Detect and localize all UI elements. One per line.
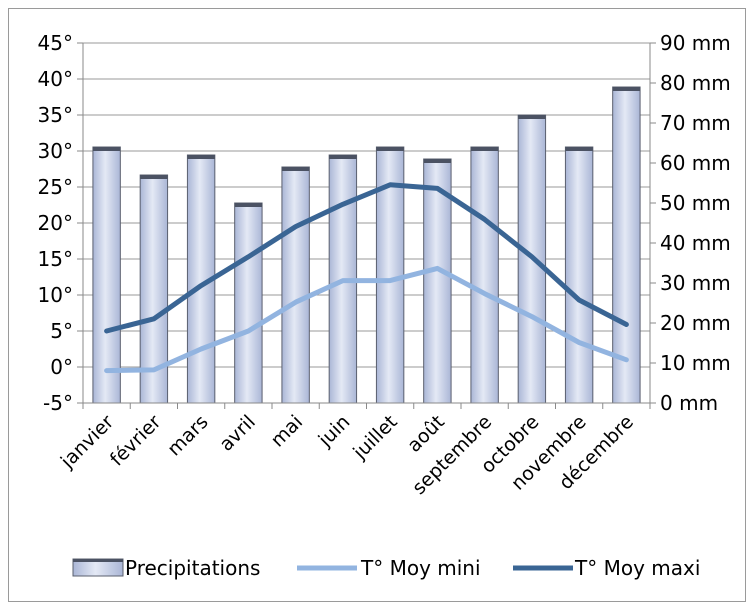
category-label: janvier bbox=[56, 411, 118, 473]
precipitation-bar bbox=[564, 146, 594, 404]
right-tick-label: 0 mm bbox=[660, 391, 718, 415]
category-label: février bbox=[106, 411, 166, 471]
category-label: juin bbox=[314, 411, 355, 452]
precipitation-bar bbox=[423, 158, 452, 404]
left-tick-label: 30° bbox=[38, 139, 73, 163]
right-tick-label: 80 mm bbox=[660, 71, 731, 95]
category-label: avril bbox=[215, 411, 260, 456]
legend-label: T° Moy maxi bbox=[574, 556, 700, 580]
left-tick-label: 25° bbox=[38, 175, 73, 199]
precipitation-bar bbox=[234, 202, 263, 404]
right-tick-label: 30 mm bbox=[660, 271, 731, 295]
axes bbox=[77, 42, 656, 409]
precipitation-bar bbox=[612, 86, 641, 404]
right-tick-label: 60 mm bbox=[660, 151, 731, 175]
left-tick-label: 5° bbox=[50, 319, 73, 343]
category-label: juillet bbox=[348, 411, 401, 464]
legend: Precipitations T° Moy mini T° Moy maxi bbox=[72, 556, 700, 580]
right-tick-label: 10 mm bbox=[660, 351, 731, 375]
temperature-lines bbox=[104, 182, 629, 374]
left-tick-label: 20° bbox=[38, 211, 73, 235]
legend-label: Precipitations bbox=[125, 556, 260, 580]
category-label: mai bbox=[267, 411, 308, 452]
left-tick-label: 35° bbox=[38, 103, 73, 127]
precipitation-bar bbox=[470, 146, 499, 404]
right-tick-label: 70 mm bbox=[660, 111, 731, 135]
left-tick-label: 45° bbox=[38, 31, 73, 55]
legend-label: T° Moy mini bbox=[360, 556, 481, 580]
legend-item: T° Moy maxi bbox=[513, 556, 700, 580]
precipitation-bar bbox=[517, 114, 547, 404]
left-tick-label: 10° bbox=[38, 283, 73, 307]
precipitation-bars bbox=[92, 86, 641, 404]
legend-item: Precipitations bbox=[72, 556, 260, 580]
left-tick-label: 40° bbox=[38, 67, 73, 91]
legend-item: T° Moy mini bbox=[297, 556, 481, 580]
right-tick-label: 40 mm bbox=[660, 231, 731, 255]
right-tick-label: 90 mm bbox=[660, 31, 731, 55]
right-axis-tick-labels: 0 mm 10 mm 20 mm 30 mm 40 mm 50 mm 60 mm 70 mm 8… bbox=[660, 31, 731, 415]
category-label: mars bbox=[163, 411, 212, 460]
chart-frame: -5° 0° 5° 10° 15° 20° 25° 30° 35° 40° 45° 0 mm 10 m… bbox=[8, 8, 746, 602]
chart: -5° 0° 5° 10° 15° 20° 25° 30° 35° 40° 45° 0 mm 10 m… bbox=[38, 31, 731, 580]
series-line bbox=[104, 265, 629, 374]
left-tick-label: 0° bbox=[50, 355, 73, 379]
series-line bbox=[104, 182, 629, 334]
left-axis-tick-labels: -5° 0° 5° 10° 15° 20° 25° 30° 35° 40° 45° bbox=[38, 31, 73, 415]
left-tick-label: 15° bbox=[38, 247, 73, 271]
gridlines bbox=[83, 42, 650, 404]
precipitation-bar bbox=[92, 146, 121, 404]
precipitation-bar bbox=[281, 166, 310, 404]
right-tick-label: 50 mm bbox=[660, 191, 731, 215]
left-tick-label: -5° bbox=[43, 391, 73, 415]
right-tick-label: 20 mm bbox=[660, 311, 731, 335]
